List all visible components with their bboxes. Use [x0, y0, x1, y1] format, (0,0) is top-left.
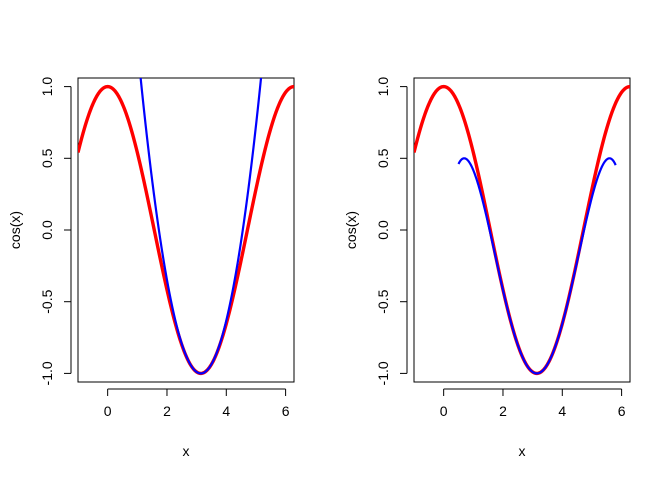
x-tick-label: 2 — [499, 403, 507, 419]
y-axis: -1.0 -0.5 0.0 0.5 1.0 — [375, 77, 408, 385]
plot-box — [413, 77, 631, 383]
y-axis-label: cos(x) — [343, 211, 359, 249]
y-tick-label: -0.5 — [39, 289, 55, 313]
x-axis-label: x — [519, 443, 526, 459]
cos-curve — [78, 84, 294, 376]
y-tick-label: 1.0 — [39, 77, 55, 97]
plot-panel-left: 0 2 4 6 -1.0 -0.5 0.0 0.5 1.0 x cos(x) — [7, 77, 295, 459]
plot-area — [414, 84, 630, 376]
x-tick-label: 4 — [558, 403, 566, 419]
x-tick-label: 6 — [618, 403, 626, 419]
taylor-approximation-curve — [457, 157, 617, 375]
x-tick-label: 2 — [163, 403, 171, 419]
plot-area — [78, 78, 294, 376]
x-axis-label: x — [183, 443, 190, 459]
taylor-approximation-curve — [139, 78, 263, 375]
y-tick-label: 0.0 — [39, 220, 55, 240]
x-tick-label: 4 — [222, 403, 230, 419]
y-tick-label: -1.0 — [39, 361, 55, 385]
y-tick-label: 0.5 — [375, 148, 391, 168]
y-axis-label: cos(x) — [7, 211, 23, 249]
y-tick-label: 0.0 — [375, 220, 391, 240]
plot-panel-right: 0 2 4 6 -1.0 -0.5 0.0 0.5 1.0 x cos(x) — [343, 77, 631, 459]
x-tick-label: 0 — [440, 403, 448, 419]
x-axis: 0 2 4 6 — [104, 388, 290, 419]
cos-curve — [414, 84, 630, 376]
x-axis: 0 2 4 6 — [440, 388, 626, 419]
x-tick-label: 6 — [282, 403, 290, 419]
y-tick-label: -1.0 — [375, 361, 391, 385]
y-tick-label: 1.0 — [375, 77, 391, 97]
y-tick-label: -0.5 — [375, 289, 391, 313]
x-tick-label: 0 — [104, 403, 112, 419]
y-axis: -1.0 -0.5 0.0 0.5 1.0 — [39, 77, 72, 385]
plot-box — [77, 77, 295, 383]
y-tick-label: 0.5 — [39, 148, 55, 168]
